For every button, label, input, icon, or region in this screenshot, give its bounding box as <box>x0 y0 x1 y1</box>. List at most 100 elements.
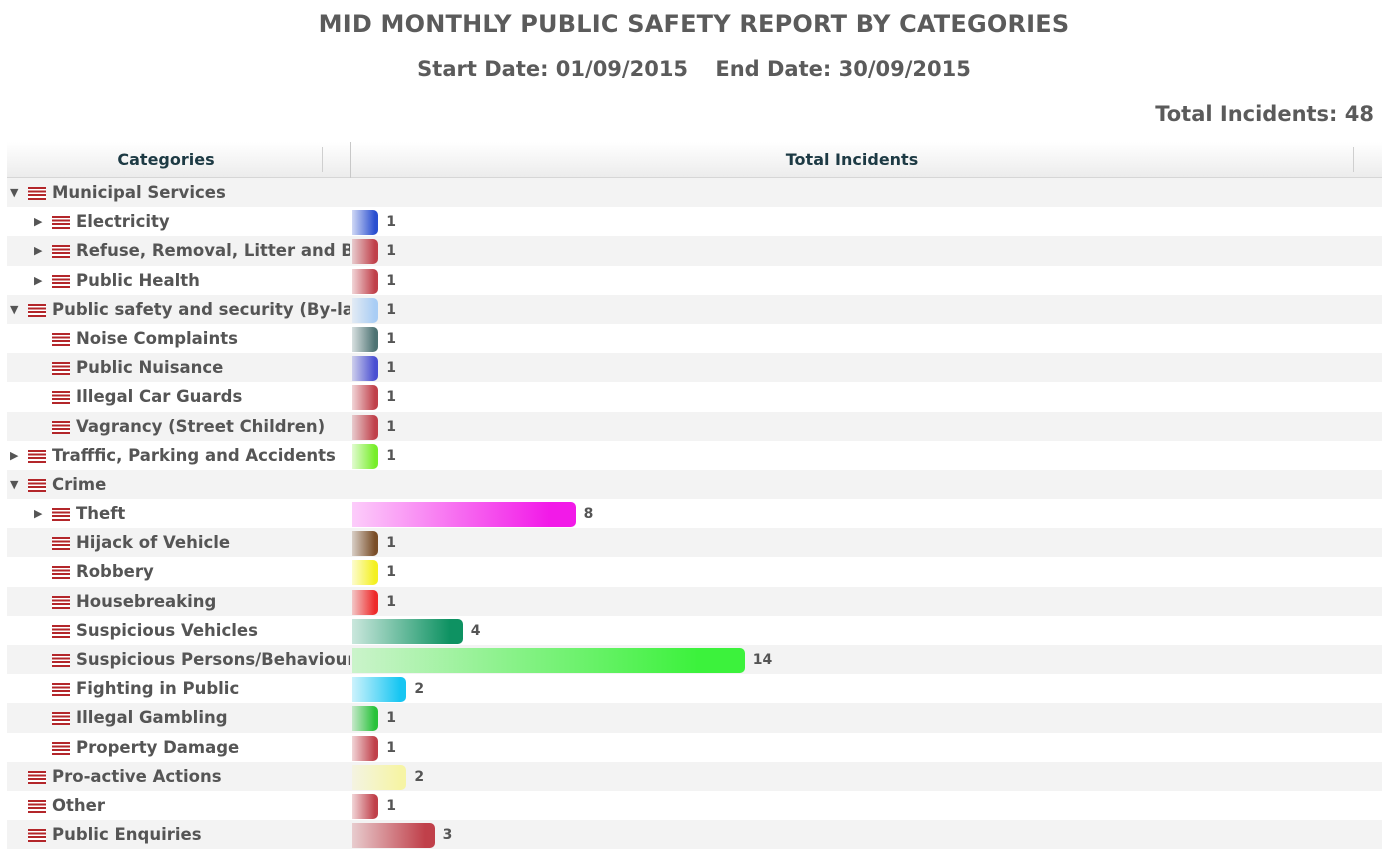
incident-bar[interactable] <box>352 560 379 586</box>
tree-row[interactable]: Housebreaking 1 <box>7 586 1382 616</box>
incident-bar[interactable] <box>352 764 407 790</box>
incident-bar[interactable] <box>352 326 379 352</box>
category-menu-icon[interactable] <box>52 712 70 726</box>
tree-row[interactable]: Fighting in Public 2 <box>7 674 1382 704</box>
tree-row[interactable]: Property Damage 1 <box>7 732 1382 762</box>
collapse-arrow-icon[interactable]: ▶ <box>10 448 19 462</box>
incident-bar[interactable] <box>352 239 379 265</box>
incident-bar[interactable] <box>352 618 463 644</box>
tree-row[interactable]: Illegal Car Guards 1 <box>7 382 1382 412</box>
category-menu-icon[interactable] <box>28 187 46 200</box>
incident-bar[interactable] <box>352 210 379 236</box>
incident-bar[interactable] <box>352 823 435 849</box>
tree-row[interactable]: ▶ Public Health 1 <box>7 265 1382 295</box>
incident-bar[interactable] <box>352 502 576 528</box>
incident-bar[interactable] <box>352 385 379 411</box>
bar-value-label: 1 <box>386 797 396 814</box>
category-menu-icon[interactable] <box>52 566 70 580</box>
tree-row[interactable]: Suspicious Vehicles 4 <box>7 615 1382 645</box>
category-menu-icon[interactable] <box>52 595 70 609</box>
category-menu-icon[interactable] <box>52 683 70 697</box>
category-label: Illegal Car Guards <box>76 387 243 407</box>
tree-row[interactable]: ▶ Electricity 1 <box>7 207 1382 237</box>
start-date: Start Date: 01/09/2015 <box>417 57 689 81</box>
incident-bar[interactable] <box>352 706 379 732</box>
tree-row[interactable]: Public Nuisance 1 <box>7 353 1382 383</box>
category-menu-icon[interactable] <box>28 303 46 317</box>
incident-bar[interactable] <box>352 356 379 382</box>
tree-row[interactable]: ▼ Crime <box>7 469 1382 500</box>
tree-row[interactable]: ▶ Trafffic, Parking and Accidents 1 <box>7 440 1382 470</box>
category-menu-icon[interactable] <box>52 245 70 259</box>
tree-row[interactable]: Public Enquiries 3 <box>7 820 1382 850</box>
category-menu-icon[interactable] <box>52 216 70 230</box>
collapse-arrow-icon[interactable]: ▶ <box>34 273 43 287</box>
category-menu-icon[interactable] <box>52 741 70 755</box>
category-menu-icon[interactable] <box>52 420 70 434</box>
tree-row[interactable]: Noise Complaints 1 <box>7 323 1382 354</box>
category-menu-icon[interactable] <box>52 624 70 638</box>
bar-value-label: 8 <box>583 506 594 523</box>
column-resize-handle[interactable] <box>322 147 323 172</box>
collapse-arrow-icon[interactable]: ▶ <box>34 215 43 229</box>
bar-value-label: 1 <box>386 710 396 727</box>
incident-bar[interactable] <box>352 297 379 323</box>
report-title: MID MONTHLY PUBLIC SAFETY REPORT BY CATE… <box>318 10 1070 38</box>
bar-value-label: 1 <box>386 301 396 318</box>
category-menu-icon[interactable] <box>52 508 70 522</box>
incident-bar[interactable] <box>352 268 379 294</box>
category-menu-icon[interactable] <box>52 654 70 667</box>
bar-value-label: 2 <box>414 768 425 785</box>
incident-bar[interactable] <box>352 793 379 819</box>
collapse-arrow-icon[interactable]: ▶ <box>34 244 43 258</box>
incident-bar[interactable] <box>352 531 379 557</box>
category-label: Suspicious Vehicles <box>76 620 258 640</box>
incident-bar[interactable] <box>352 677 407 703</box>
tree-row[interactable]: ▶ Theft 8 <box>7 499 1382 529</box>
expand-arrow-icon[interactable]: ▼ <box>10 302 19 316</box>
category-menu-icon[interactable] <box>52 537 70 551</box>
category-label: Public Enquiries <box>52 825 202 845</box>
collapse-arrow-icon[interactable]: ▶ <box>34 507 43 521</box>
tree-row[interactable]: Illegal Gambling 1 <box>7 703 1382 733</box>
column-header-total-incidents[interactable]: Total Incidents <box>785 150 919 169</box>
category-menu-icon[interactable] <box>52 391 70 405</box>
tree-row[interactable]: Robbery 1 <box>7 557 1382 587</box>
incident-bar[interactable] <box>352 735 379 761</box>
tree-row[interactable]: Vagrancy (Street Children) 1 <box>7 411 1382 441</box>
column-header-categories[interactable]: Categories <box>117 150 215 169</box>
category-menu-icon[interactable] <box>52 332 70 346</box>
tree-row[interactable]: Hijack of Vehicle 1 <box>7 528 1382 558</box>
category-label: Theft <box>76 504 126 524</box>
category-label: Refuse, Removal, Litter and Bins <box>76 241 350 261</box>
bar-value-label: 14 <box>752 652 773 668</box>
category-menu-icon[interactable] <box>28 478 46 492</box>
tree-row[interactable]: Pro-active Actions 2 <box>7 761 1382 791</box>
tree-row[interactable]: Other 1 <box>7 790 1382 821</box>
incident-bar[interactable] <box>352 589 379 615</box>
incident-bar[interactable] <box>352 414 379 440</box>
category-label: Other <box>52 795 105 815</box>
bar-value-label: 1 <box>386 564 396 581</box>
column-resize-handle[interactable] <box>1353 147 1354 172</box>
expand-arrow-icon[interactable]: ▼ <box>10 186 19 199</box>
category-label: Suspicious Persons/Behaviour <box>76 650 350 669</box>
category-label: Noise Complaints <box>76 328 238 348</box>
category-menu-icon[interactable] <box>28 770 46 784</box>
bar-value-label: 3 <box>442 827 453 844</box>
category-menu-icon[interactable] <box>28 799 46 813</box>
category-label: Property Damage <box>76 737 240 757</box>
category-menu-icon[interactable] <box>28 449 46 463</box>
category-label: Crime <box>52 474 107 494</box>
tree-row[interactable]: ▼ Public safety and security (By-laws) 1 <box>7 294 1382 324</box>
category-menu-icon[interactable] <box>28 829 46 843</box>
category-menu-icon[interactable] <box>52 362 70 376</box>
expand-arrow-icon[interactable]: ▼ <box>10 477 19 491</box>
incident-bar[interactable] <box>352 443 379 469</box>
incident-bar[interactable] <box>352 648 745 673</box>
bar-value-label: 1 <box>386 418 396 435</box>
tree-row[interactable]: ▶ Refuse, Removal, Litter and Bins 1 <box>7 236 1382 266</box>
tree-row[interactable]: Suspicious Persons/Behaviour 14 <box>7 645 1382 675</box>
category-menu-icon[interactable] <box>52 274 70 288</box>
tree-row[interactable]: ▼ Municipal Services <box>7 178 1382 208</box>
